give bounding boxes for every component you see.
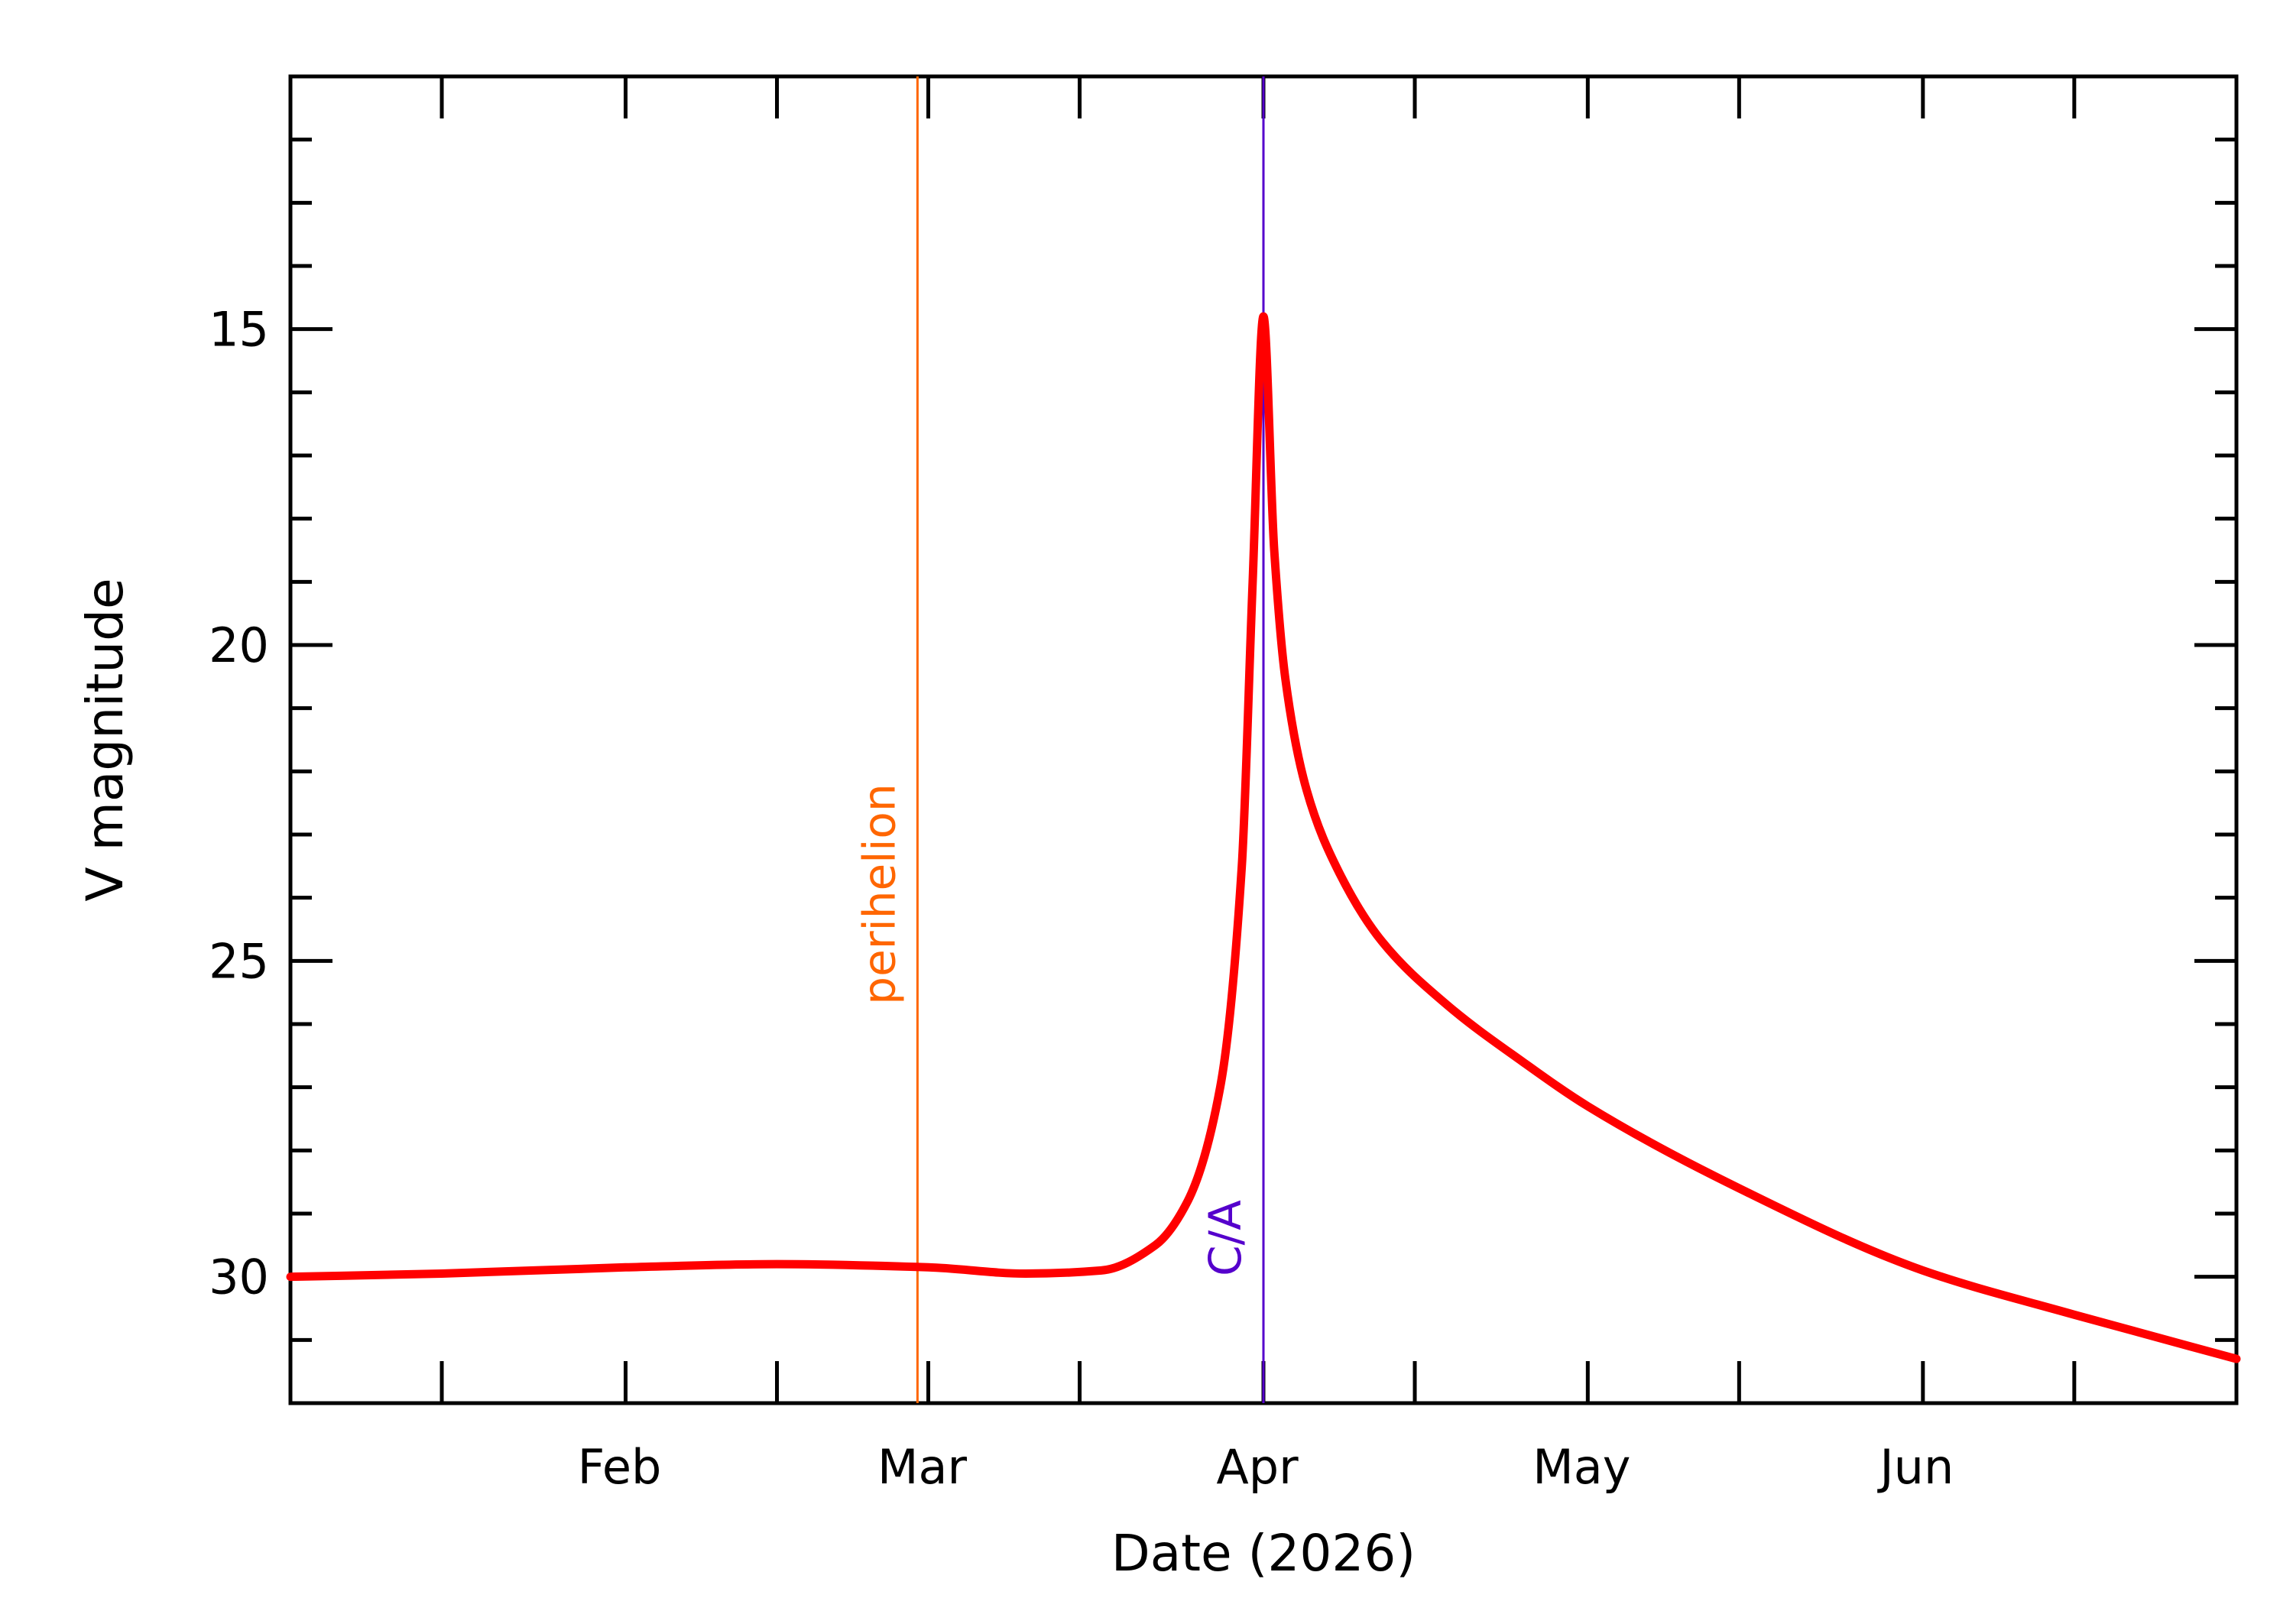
y-axis-label: V magnitude	[76, 578, 135, 901]
x-tick-label: Feb	[578, 1439, 662, 1495]
x-axis-label: Date (2026)	[1111, 1524, 1416, 1583]
x-tick-label: Mar	[877, 1439, 967, 1495]
y-tick-label: 20	[209, 618, 269, 673]
y-tick-label: 15	[209, 302, 269, 358]
y-tick-label: 25	[209, 933, 269, 989]
y-tick-label: 30	[209, 1250, 269, 1305]
x-tick-label: Apr	[1216, 1439, 1299, 1495]
plot-area: Feb Mar Apr May Jun 15 20 25 30 perihelion C/A	[209, 74, 2241, 1495]
magnitude-curve	[286, 312, 2241, 1363]
closest-approach-label: C/A	[1199, 1200, 1251, 1276]
perihelion-label: perihelion	[853, 783, 905, 1004]
x-tick-label: May	[1532, 1439, 1630, 1495]
x-tick-label: Jun	[1876, 1439, 1954, 1495]
